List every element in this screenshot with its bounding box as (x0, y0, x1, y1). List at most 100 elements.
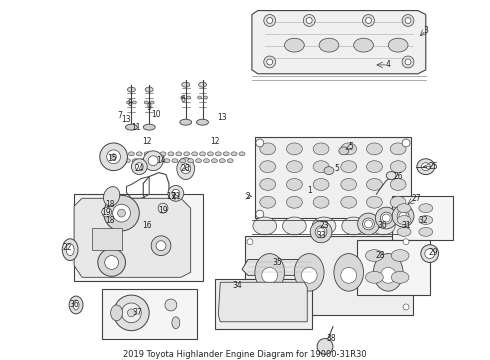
Circle shape (172, 189, 180, 197)
Text: 15: 15 (107, 154, 117, 163)
Circle shape (399, 212, 407, 220)
Text: 38: 38 (326, 334, 336, 343)
Circle shape (405, 18, 411, 23)
Circle shape (247, 304, 253, 310)
Ellipse shape (156, 159, 162, 163)
Ellipse shape (341, 196, 357, 208)
Ellipse shape (341, 179, 357, 190)
Ellipse shape (390, 143, 406, 155)
Bar (102, 289, 196, 338)
Ellipse shape (397, 228, 411, 236)
Bar (392, 196, 453, 240)
Ellipse shape (354, 38, 373, 52)
Bar (216, 279, 312, 329)
Ellipse shape (367, 143, 382, 155)
Text: 5: 5 (348, 143, 353, 152)
Polygon shape (252, 10, 426, 74)
Text: 9: 9 (147, 103, 151, 112)
Ellipse shape (164, 159, 170, 163)
Ellipse shape (187, 96, 191, 99)
Ellipse shape (192, 152, 197, 156)
Circle shape (317, 338, 333, 354)
Ellipse shape (363, 218, 374, 230)
Ellipse shape (121, 152, 126, 156)
Circle shape (113, 204, 130, 222)
Circle shape (105, 256, 119, 269)
Ellipse shape (386, 172, 396, 180)
Ellipse shape (144, 101, 148, 104)
Ellipse shape (182, 82, 190, 87)
Circle shape (131, 159, 147, 175)
Circle shape (158, 203, 168, 213)
Ellipse shape (367, 161, 382, 172)
Ellipse shape (132, 101, 136, 104)
Text: 8: 8 (127, 99, 132, 108)
Circle shape (107, 150, 121, 164)
Ellipse shape (196, 119, 208, 125)
Ellipse shape (397, 210, 409, 222)
Ellipse shape (287, 196, 302, 208)
Ellipse shape (312, 217, 336, 235)
Ellipse shape (140, 159, 146, 163)
Circle shape (256, 210, 264, 218)
Text: 1: 1 (307, 186, 312, 195)
Ellipse shape (216, 152, 221, 156)
Circle shape (267, 59, 272, 65)
Text: 26: 26 (393, 172, 403, 181)
Circle shape (247, 239, 253, 245)
Text: 13: 13 (218, 113, 227, 122)
Ellipse shape (145, 87, 153, 92)
Ellipse shape (180, 159, 186, 163)
Circle shape (380, 267, 396, 283)
Text: 10: 10 (151, 110, 161, 119)
Ellipse shape (366, 271, 383, 283)
Ellipse shape (223, 152, 229, 156)
Ellipse shape (367, 179, 382, 190)
Text: 3: 3 (423, 26, 428, 35)
Ellipse shape (181, 96, 185, 99)
Ellipse shape (313, 179, 329, 190)
Ellipse shape (313, 143, 329, 155)
Text: 11: 11 (132, 123, 141, 132)
Circle shape (118, 209, 125, 217)
Circle shape (363, 14, 374, 26)
Text: 18: 18 (105, 200, 114, 209)
Ellipse shape (319, 38, 339, 52)
Ellipse shape (341, 161, 357, 172)
Text: 16: 16 (143, 221, 152, 230)
Circle shape (264, 14, 276, 26)
Ellipse shape (177, 158, 195, 180)
Text: 22: 22 (62, 243, 72, 252)
Text: 12: 12 (211, 138, 220, 147)
Ellipse shape (287, 161, 302, 172)
Circle shape (122, 303, 141, 323)
Ellipse shape (334, 253, 364, 291)
Ellipse shape (126, 101, 130, 104)
Text: 17: 17 (166, 192, 176, 201)
Circle shape (303, 14, 315, 26)
Text: 25: 25 (429, 162, 439, 171)
Circle shape (127, 309, 135, 317)
Circle shape (100, 143, 127, 171)
Ellipse shape (310, 221, 332, 243)
Ellipse shape (143, 124, 155, 130)
Text: 13: 13 (122, 115, 131, 124)
Circle shape (403, 304, 409, 310)
Text: 36: 36 (69, 301, 79, 310)
Circle shape (114, 295, 149, 330)
Bar (255, 137, 411, 218)
Circle shape (181, 164, 191, 174)
Circle shape (98, 249, 125, 276)
Ellipse shape (373, 253, 403, 291)
Ellipse shape (160, 152, 166, 156)
Text: 2: 2 (245, 192, 250, 201)
Ellipse shape (136, 152, 142, 156)
Ellipse shape (260, 179, 276, 190)
Ellipse shape (419, 216, 433, 224)
Ellipse shape (342, 217, 366, 235)
Ellipse shape (391, 249, 409, 261)
Ellipse shape (324, 167, 334, 175)
Circle shape (262, 267, 278, 283)
Ellipse shape (358, 213, 379, 235)
Text: 32: 32 (418, 216, 428, 225)
